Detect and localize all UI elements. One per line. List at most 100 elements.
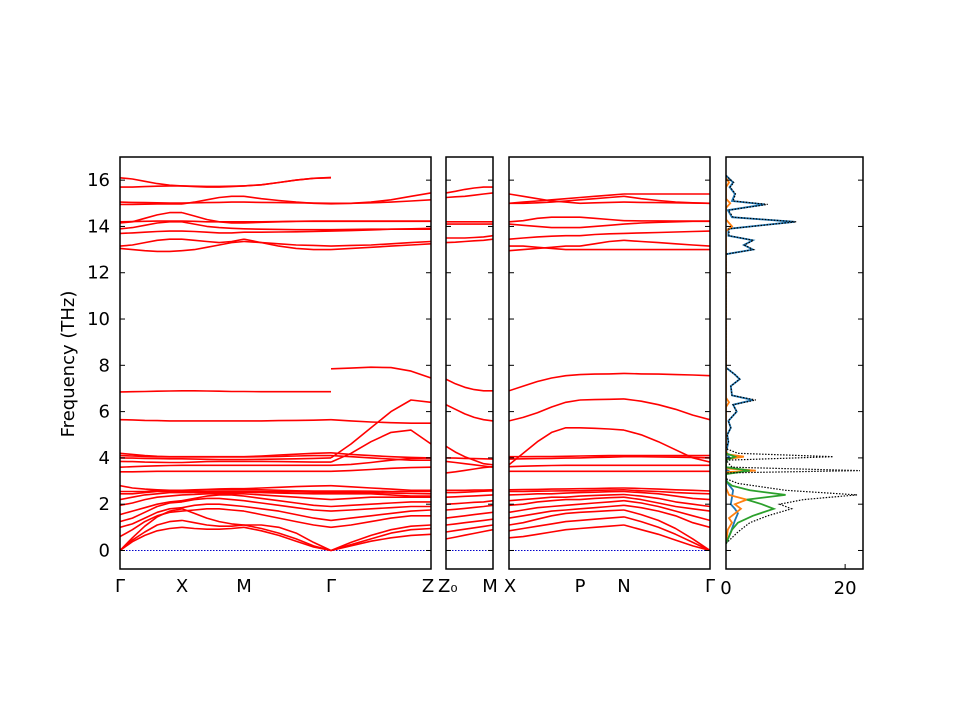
phonon-band-line (509, 234, 580, 240)
band-panel-1 (120, 176, 431, 552)
x-tick-label: Γ (115, 576, 125, 597)
panel-frame (508, 156, 711, 570)
phonon-band-line (446, 460, 493, 468)
phonon-band-line (330, 514, 431, 529)
phonon-band-line (579, 499, 625, 505)
phonon-band-line (120, 510, 183, 538)
phonon-band-line (446, 192, 493, 199)
phonon-band-line (330, 457, 431, 467)
phonon-band-line (509, 519, 581, 532)
phonon-band-line (623, 504, 710, 529)
phonon-band-line (579, 398, 625, 401)
phonon-band-line (446, 378, 493, 392)
phonon-band-line (120, 247, 183, 253)
phonon-band-line (330, 452, 431, 459)
y-tick-label: 12 (87, 263, 110, 284)
phonon-band-line (120, 220, 182, 223)
phonon-band-line (181, 240, 245, 252)
y-tick-label: 8 (99, 355, 110, 376)
phonon-band-line (330, 496, 431, 501)
phonon-band-line (181, 487, 244, 492)
x-tick-label: X (504, 576, 516, 597)
phonon-band-line (623, 230, 710, 235)
phonon-band-line (244, 460, 331, 463)
phonon-band-line (243, 495, 332, 508)
phonon-band-line (446, 186, 493, 194)
phonon-band-line (120, 177, 183, 187)
phonon-band-line (243, 452, 332, 458)
phonon-band-line (579, 195, 625, 201)
phonon-band-line (243, 238, 331, 251)
phonon-band-line (579, 516, 625, 522)
phonon-band-line (243, 491, 331, 495)
phonon-band-line (623, 524, 710, 552)
phonon-band-line (182, 389, 244, 393)
phonon-band-line (509, 508, 581, 519)
phonon-band-line (623, 496, 710, 512)
phonon-band-line (509, 399, 581, 422)
phonon-band-line (446, 234, 493, 239)
phonon-band-line (579, 372, 625, 376)
phonon-band-line (120, 452, 182, 458)
phonon-band-line (243, 505, 332, 522)
phonon-band-line (331, 490, 431, 493)
phonon-band-line (579, 493, 625, 497)
phonon-band-line (579, 193, 625, 199)
phonon-band-line (243, 499, 332, 512)
phonon-band-line (623, 201, 710, 205)
phonon-band-line (120, 526, 183, 552)
phonon-band-line (120, 460, 182, 464)
phonon-band-line (120, 494, 183, 507)
phonon-band-line (579, 504, 625, 510)
phonon-band-line (509, 245, 580, 251)
x-tick-label: Z (422, 576, 434, 597)
phonon-band-line (509, 373, 581, 392)
y-tick-label: 14 (87, 216, 110, 237)
dos-panel (726, 174, 861, 544)
phonon-band-line (243, 484, 332, 490)
phonon-band-line (330, 454, 431, 462)
phonon-band-line (120, 418, 182, 422)
x-tick-label: X (176, 576, 188, 597)
dos-series-line (726, 175, 861, 544)
phonon-band-line (181, 221, 245, 230)
dos-x-tick-label: 20 (834, 578, 857, 599)
phonon-band-line (330, 399, 431, 459)
x-tick-label: Γ (705, 576, 715, 597)
phonon-band-line (181, 211, 244, 224)
phonon-band-line (330, 366, 431, 379)
phonon-band-line (181, 526, 245, 531)
phonon-band-line (446, 490, 493, 494)
phonon-band-line (509, 491, 581, 496)
phonon-band-line (120, 499, 183, 516)
y-tick-label: 0 (99, 540, 110, 561)
phonon-band-line (120, 491, 182, 501)
phonon-band-line (623, 493, 710, 508)
phonon-band-line (579, 490, 625, 494)
phonon-band-line (509, 489, 580, 493)
phonon-band-line (243, 176, 332, 187)
phonon-band-line (446, 504, 493, 511)
phonon-band-line (446, 511, 493, 519)
phonon-band-line (120, 230, 182, 235)
phonon-band-line (579, 524, 625, 530)
phonon-band-line (120, 506, 183, 529)
phonon-band-line (243, 526, 332, 552)
phonon-band-line (509, 487, 581, 491)
phonon-band-line (120, 501, 183, 523)
phonon-band-line (579, 239, 625, 247)
phonon-band-line (509, 199, 581, 205)
band-panel-2 (446, 186, 493, 551)
y-tick-label: 2 (99, 494, 110, 515)
phonon-band-line (579, 201, 625, 205)
phonon-band-line (446, 465, 493, 474)
phonon-band-line (446, 445, 493, 466)
phonon-band-line (181, 238, 245, 244)
phonon-band-line (623, 372, 710, 377)
phonon-band-line (446, 524, 493, 533)
phonon-band-line (181, 503, 245, 509)
x-tick-label: P (575, 576, 586, 597)
